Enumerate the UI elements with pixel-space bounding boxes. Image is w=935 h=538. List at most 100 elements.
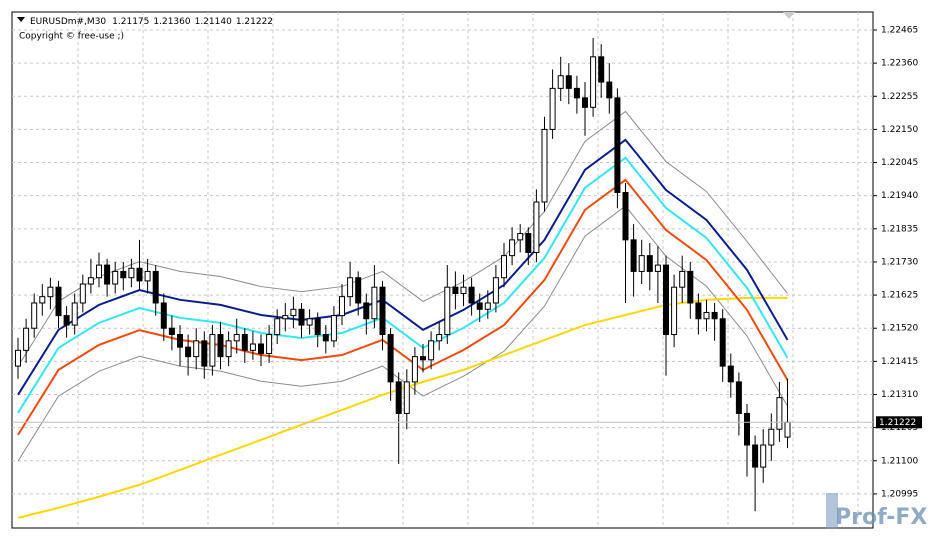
candle-body — [663, 264, 669, 336]
candle-body — [330, 315, 337, 342]
candle-body — [638, 255, 645, 272]
candle-body — [784, 421, 791, 438]
candle-body — [209, 334, 216, 367]
candle-body — [233, 334, 240, 342]
candle-body — [411, 356, 418, 383]
y-tick-label: 1.22465 — [881, 25, 918, 35]
y-tick-label: 1.22255 — [881, 92, 918, 102]
candle-body — [112, 270, 119, 285]
candle-body — [428, 340, 435, 361]
copyright: Copyright © free-use ;) — [19, 32, 124, 42]
y-tick-label: 1.21100 — [881, 456, 918, 466]
candle-body — [160, 302, 167, 329]
candle-body — [590, 56, 597, 108]
candle-body — [614, 97, 621, 194]
y-tick-label: 1.21520 — [881, 324, 918, 334]
candle-body — [225, 340, 232, 358]
candle-body — [557, 75, 564, 89]
candle-body — [533, 201, 540, 253]
collapse-arrow[interactable] — [17, 17, 25, 22]
ohlc-low: 1.21140 — [195, 17, 232, 27]
indicator-line — [17, 205, 788, 462]
candle-body — [379, 286, 386, 336]
y-tick-label: 1.21415 — [881, 357, 918, 367]
candle-body — [144, 270, 151, 282]
candle-body — [347, 277, 354, 298]
chart-header: EURUSDm#,M30 1.21175 1.21360 1.21140 1.21222 — [30, 17, 273, 27]
y-tick-label: 1.21310 — [881, 390, 918, 400]
candle-body — [363, 302, 370, 320]
y-tick-label: 1.21835 — [881, 224, 918, 234]
y-tick-label: 1.22045 — [881, 158, 918, 168]
candle-body — [541, 128, 548, 203]
current-price-box — [876, 416, 922, 429]
candle-body — [711, 311, 718, 320]
candle-body — [136, 267, 143, 282]
candle-body — [509, 239, 516, 257]
indicator-line — [17, 138, 789, 396]
y-tick-label: 1.22360 — [881, 59, 918, 69]
candle-body — [79, 283, 86, 304]
candle-body — [476, 302, 483, 310]
candle-body — [241, 334, 248, 351]
y-tick-label: 1.21940 — [881, 191, 918, 201]
candle-body — [484, 302, 491, 310]
symbol: EURUSDm#,M30 — [30, 17, 106, 27]
candle-body — [120, 270, 127, 279]
candle-body — [654, 264, 661, 272]
watermark-bar — [826, 493, 838, 529]
candle-body — [177, 334, 183, 348]
candle-body — [727, 365, 734, 383]
candle-body — [460, 286, 467, 295]
price-axis: 1.22465 1.22360 1.22255 1.22150 1.22045 1.219… — [12, 25, 922, 499]
candle-body — [128, 267, 135, 279]
candle-body — [274, 318, 281, 336]
candle-body — [403, 381, 410, 414]
y-tick-label: 1.20995 — [881, 489, 918, 499]
candle-body — [719, 318, 726, 367]
indicator-line — [17, 178, 789, 436]
candle-body — [249, 343, 256, 351]
candle-body — [582, 97, 588, 108]
candle-body — [549, 87, 556, 130]
candle-body — [468, 286, 475, 304]
candle-body — [47, 286, 54, 298]
candle-body — [39, 296, 46, 304]
candle-body — [525, 233, 532, 253]
current-price-label: 1.21222 — [879, 418, 916, 428]
candle-body — [185, 346, 192, 358]
candle-body — [298, 308, 305, 326]
candle-body — [776, 397, 783, 430]
candle-body — [752, 444, 759, 468]
indicator-line — [17, 156, 789, 414]
candle-body — [565, 75, 572, 89]
candle-body — [217, 334, 224, 358]
indicator-lines — [17, 110, 789, 519]
ohlc-high: 1.21360 — [153, 17, 190, 27]
candle-body — [671, 286, 678, 336]
candle-body — [371, 286, 378, 320]
candle-body — [63, 315, 70, 326]
candle-body — [314, 318, 321, 336]
candle-body — [606, 81, 613, 99]
indicator-line — [17, 296, 788, 519]
candle-body — [395, 381, 402, 414]
y-tick-label: 1.21625 — [881, 291, 918, 301]
candle-body — [23, 327, 30, 351]
ohlc-close: 1.21222 — [236, 17, 273, 27]
grid — [12, 12, 873, 528]
candle-body — [679, 270, 686, 288]
candle-body — [622, 192, 629, 241]
candle-body — [201, 340, 208, 367]
y-tick-label: 1.21730 — [881, 257, 918, 267]
candle-body — [87, 277, 94, 285]
candle-body — [768, 428, 775, 446]
candle-body — [193, 340, 200, 358]
candle-body — [420, 356, 426, 361]
candle-body — [387, 334, 394, 383]
candle-body — [322, 334, 329, 342]
watermark: Prof-FX — [835, 505, 927, 530]
candle-body — [55, 286, 62, 317]
